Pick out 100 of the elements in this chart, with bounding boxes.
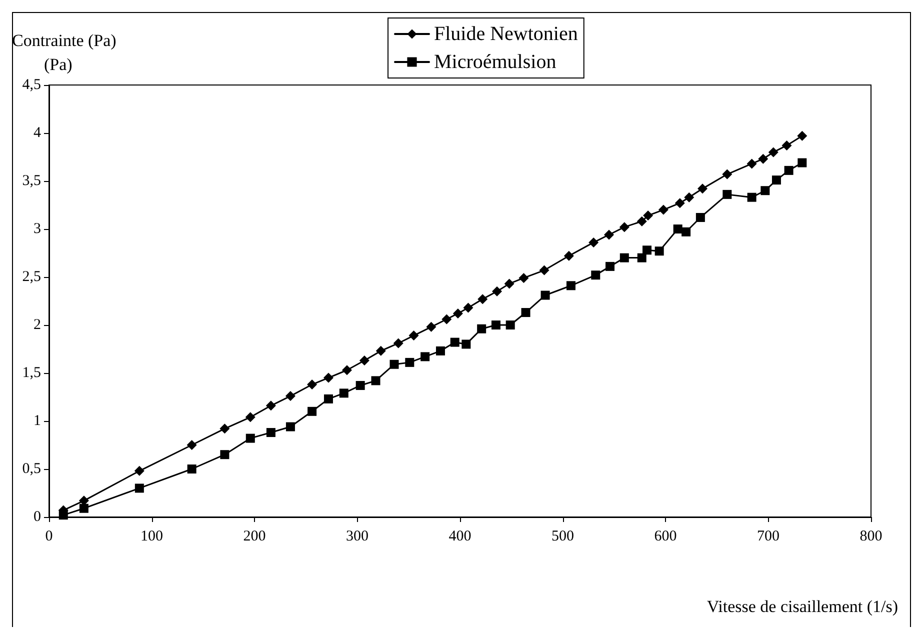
point: [506, 320, 515, 330]
point: [308, 406, 317, 416]
point: [376, 346, 386, 356]
point: [186, 440, 197, 450]
y-tick-label: 1: [34, 413, 41, 429]
point: [220, 450, 230, 460]
x-tick-label: 200: [243, 528, 266, 544]
point: [371, 376, 380, 386]
point: [426, 322, 436, 332]
point: [684, 192, 694, 202]
point: [772, 176, 781, 185]
y-tick-label: 3,5: [22, 173, 41, 189]
point: [798, 158, 807, 168]
point: [390, 360, 399, 369]
point: [642, 246, 652, 255]
point: [620, 253, 629, 262]
point: [450, 338, 460, 347]
point: [747, 192, 756, 202]
point: [356, 380, 365, 390]
y-tick-label: 0,5: [22, 461, 41, 477]
point: [539, 265, 550, 276]
legend-label: Fluide Newtonien: [434, 23, 578, 45]
point: [266, 428, 276, 438]
x-tick-label: 400: [448, 528, 472, 544]
point: [220, 424, 230, 434]
point: [784, 166, 794, 175]
point: [477, 324, 486, 334]
point: [564, 250, 574, 261]
point: [758, 154, 768, 164]
point: [782, 140, 792, 150]
point: [540, 290, 550, 300]
point: [591, 270, 600, 280]
point: [760, 186, 770, 196]
x-tick-label: 800: [860, 528, 882, 544]
point: [746, 158, 757, 169]
point: [673, 224, 682, 234]
point: [342, 365, 352, 376]
y-tick-label: 2,5: [22, 269, 41, 285]
point: [722, 190, 732, 199]
y-tick-label: 4,5: [22, 77, 41, 93]
point: [768, 147, 778, 158]
point: [324, 394, 333, 404]
point: [266, 400, 276, 411]
point: [323, 372, 334, 383]
y-tick-label: 3: [34, 221, 41, 237]
x-tick-label: 600: [654, 528, 677, 544]
point: [307, 380, 318, 390]
point: [521, 308, 530, 318]
point: [696, 212, 705, 222]
y-tick-label: 1,5: [22, 365, 41, 381]
legend-label: Microémulsion: [434, 51, 556, 73]
point: [187, 464, 196, 474]
y-axis-title: Contrainte (Pa) (Pa): [12, 31, 116, 74]
point: [588, 237, 599, 248]
point: [134, 466, 144, 476]
y-tick-label: 0: [34, 509, 41, 525]
point: [491, 320, 500, 330]
x-tick-label: 700: [757, 528, 780, 544]
point: [436, 346, 445, 356]
point: [636, 216, 647, 226]
y-tick-label: 2: [34, 317, 41, 333]
point: [619, 222, 630, 232]
point: [286, 422, 295, 432]
point: [674, 198, 685, 208]
point: [463, 302, 474, 313]
point: [606, 262, 615, 271]
x-tick-label: 100: [140, 528, 163, 544]
point: [722, 169, 732, 180]
point: [492, 286, 502, 296]
point: [658, 204, 668, 215]
point: [682, 227, 691, 236]
point: [504, 278, 514, 289]
point: [442, 314, 452, 324]
point: [566, 281, 576, 290]
x-tick-label: 0: [45, 528, 53, 544]
point: [643, 210, 654, 221]
x-tick-label: 500: [552, 528, 574, 544]
y-tick-label: 4: [34, 125, 42, 141]
point: [420, 352, 430, 362]
x-tick-label: 300: [346, 528, 368, 544]
point: [797, 130, 808, 141]
point: [285, 391, 296, 402]
point: [408, 330, 419, 341]
point: [339, 388, 348, 398]
point: [452, 308, 463, 318]
point: [359, 356, 370, 366]
point: [654, 246, 664, 256]
x-axis-title: Vitesse de cisaillement (1/s): [706, 597, 898, 616]
point: [245, 412, 256, 422]
point: [79, 504, 88, 513]
point: [478, 294, 488, 304]
point: [637, 253, 646, 262]
point: [697, 184, 708, 194]
point: [393, 338, 404, 348]
point: [405, 358, 414, 367]
point: [58, 510, 68, 520]
point: [604, 230, 614, 240]
point: [518, 272, 529, 283]
point: [246, 434, 255, 443]
point: [462, 340, 471, 349]
